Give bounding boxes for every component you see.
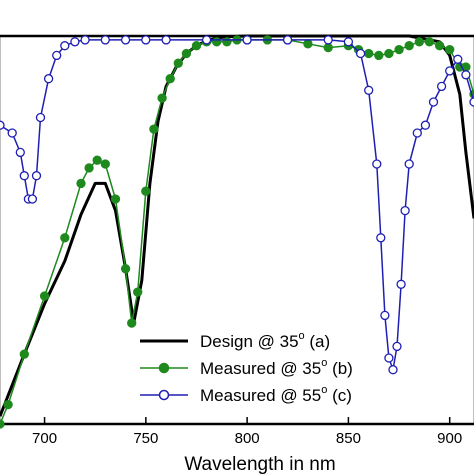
series-2-point [110, 194, 121, 204]
legend-swatch-marker [158, 389, 170, 401]
legend-label: Measured @ 35o (b) [200, 357, 353, 378]
series-2-point [149, 124, 159, 134]
series-3-point [388, 365, 398, 375]
series-3-point [372, 159, 382, 169]
series-2-point [424, 37, 435, 47]
series-3-point [420, 120, 431, 130]
legend-item-3: Measured @ 55o (c) [140, 384, 352, 405]
x-tick-label: 850 [336, 430, 361, 447]
series-3-point [43, 74, 54, 84]
series-2-point [404, 41, 414, 51]
series-2-point [39, 291, 50, 301]
series-2-point [84, 163, 94, 173]
series-2-point [181, 48, 192, 59]
series-3-point [412, 128, 422, 138]
series-3-point [396, 279, 406, 289]
series-3-point [7, 128, 17, 138]
series-3-point [201, 35, 212, 45]
series-2-point [3, 399, 13, 410]
x-axis: 700 750 800 850 900 [32, 417, 462, 447]
series-2-point [165, 74, 175, 84]
series-3-point [27, 194, 38, 204]
series-2-point [100, 159, 110, 169]
legend-item-1: Design @ 35o (a) [140, 330, 330, 351]
series-3-point [80, 35, 90, 45]
series-2-point [173, 58, 183, 68]
x-tick-label: 900 [437, 430, 462, 447]
series-3-point [282, 35, 293, 45]
series-2-point [127, 318, 137, 328]
series-2-point [120, 264, 131, 274]
series-3-point [453, 54, 463, 64]
series-3-line [0, 39, 474, 371]
series-3-point [70, 37, 80, 47]
series-2-point [303, 39, 313, 49]
series-2-point [60, 233, 70, 243]
series-3-point [404, 159, 414, 169]
series-3-point [35, 112, 46, 123]
series-3-point [376, 233, 386, 243]
series-3-point [52, 50, 62, 61]
series-3-point [120, 35, 131, 45]
series-2-point [76, 178, 86, 189]
series-3-point [392, 341, 402, 352]
series-3-point [461, 70, 471, 80]
series-2-point [133, 287, 143, 297]
series-3 [0, 35, 474, 375]
series-3-point [400, 205, 410, 216]
series-3-point [436, 81, 447, 92]
series-3-point [0, 120, 5, 130]
series-3-point [31, 171, 42, 181]
legend-swatch-marker [158, 362, 170, 374]
series-2-point [141, 186, 151, 196]
legend-label: Measured @ 55o (c) [200, 384, 352, 405]
series-3-point [364, 85, 374, 95]
series-3-point [343, 37, 354, 47]
series-2-point [92, 155, 102, 165]
series-3-point [242, 35, 252, 45]
series-3-point [355, 48, 366, 59]
series-2-point [364, 48, 374, 59]
series-2-point [191, 41, 202, 51]
x-axis-label: Wavelength in nm [184, 454, 335, 474]
series-2-point [434, 41, 445, 51]
series-2-point [0, 419, 5, 429]
legend-label: Design @ 35o (a) [200, 330, 330, 351]
series-3-point [15, 147, 25, 158]
legend-item-2: Measured @ 35o (b) [140, 357, 353, 378]
series-2-point [394, 44, 404, 55]
series-layer [0, 34, 474, 429]
series-3-point [469, 97, 474, 107]
x-tick-label: 750 [133, 430, 158, 447]
series-2-point [212, 37, 222, 47]
series-3-point [384, 353, 394, 363]
series-2-point [374, 50, 384, 61]
series-2-point [414, 37, 424, 47]
series-2-point [222, 37, 232, 47]
series-3-point [428, 97, 439, 107]
series-3-point [141, 35, 151, 45]
series-3-point [19, 171, 29, 181]
series-3-point [60, 41, 70, 51]
series-3-point [380, 310, 390, 321]
legend: Design @ 35o (a) Measured @ 35o (b) Measur… [140, 330, 353, 405]
series-2-point [384, 48, 394, 59]
series-2-point [323, 42, 333, 53]
series-2-point [19, 349, 29, 359]
x-tick-label: 700 [32, 430, 57, 447]
x-tick-label: 800 [235, 430, 260, 447]
series-3-point [445, 66, 455, 76]
series-2-point [445, 44, 455, 55]
series-2-point [157, 93, 167, 103]
series-3-point [100, 35, 110, 45]
series-3-point [323, 35, 333, 45]
series-3-point [161, 35, 171, 45]
